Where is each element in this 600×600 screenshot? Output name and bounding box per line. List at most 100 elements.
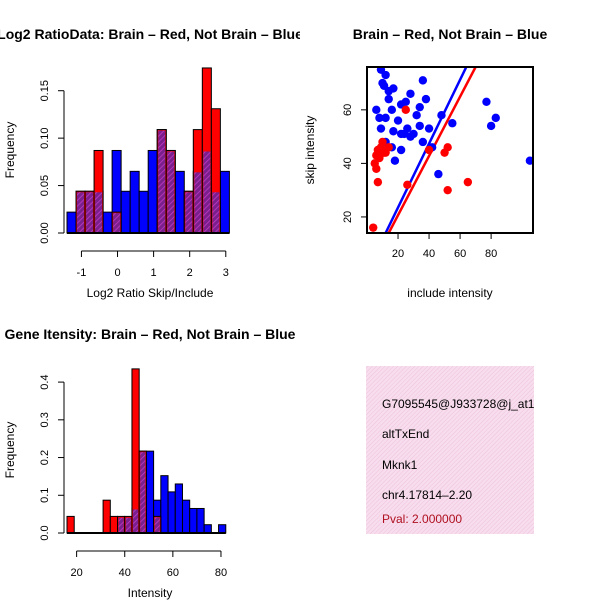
bar-overlap — [154, 517, 160, 533]
bar-not-brain — [196, 507, 205, 534]
bar-brain — [109, 515, 119, 534]
point-not-brain — [448, 119, 457, 128]
info-pvalue: Pval: 2.000000 — [382, 512, 462, 526]
bar-overlap — [113, 213, 121, 233]
point-not-brain — [437, 110, 446, 120]
y-tick-label: 0.15 — [39, 80, 51, 101]
y-tick-label: 20 — [342, 211, 354, 223]
point-not-brain — [390, 156, 400, 165]
point-not-brain — [415, 121, 424, 131]
bar-overlap — [125, 517, 131, 533]
point-not-brain — [482, 97, 491, 107]
point-not-brain — [424, 124, 434, 133]
point-not-brain — [421, 94, 431, 104]
chart-title: Log2 RatioData: Brain – Red, Not Brain –… — [0, 26, 303, 42]
bar-not-brain — [66, 211, 77, 234]
bar-overlap — [185, 192, 193, 233]
x-tick-label: 20 — [392, 248, 404, 260]
point-not-brain — [375, 113, 384, 123]
x-tick-label: 80 — [485, 248, 497, 260]
chart-title: Brain – Red, Not Brain – Blue — [353, 26, 548, 42]
point-not-brain — [486, 121, 496, 131]
bar-overlap — [86, 192, 94, 233]
point-group — [369, 67, 533, 232]
y-tick-label: 0.10 — [39, 127, 51, 148]
bar-overlap — [77, 192, 85, 233]
x-tick-label: 80 — [215, 567, 227, 579]
x-tick-label: 40 — [423, 248, 435, 260]
bar-not-brain — [181, 499, 191, 534]
axes: 20 40 60 80 0.0 0.1 0.2 0.3 0.4 — [39, 374, 227, 579]
axes: -1 0 1 2 3 0.00 0.05 0.10 0.15 — [39, 80, 229, 279]
y-axis-label: Frequency — [3, 422, 17, 479]
bar-not-brain — [120, 190, 131, 234]
info-panel: G7095545@J933728@j_at1 altTxEnd Mknk1 ch… — [366, 366, 535, 534]
point-brain — [375, 153, 384, 163]
panel-intensity-histogram: Gene Itensity: Brain – Red, Not Brain – … — [3, 326, 296, 600]
info-event-type: altTxEnd — [382, 427, 429, 441]
point-brain — [401, 105, 410, 115]
point-not-brain — [418, 76, 428, 85]
point-not-brain — [403, 124, 412, 133]
point-not-brain — [381, 70, 390, 80]
point-not-brain — [415, 102, 424, 112]
y-tick-label: 0.05 — [39, 175, 51, 196]
y-tick-label: 40 — [342, 157, 354, 169]
info-location: chr4.17814–2.20 — [382, 488, 472, 502]
y-tick-label: 0.3 — [39, 412, 51, 427]
x-tick-label: 60 — [454, 248, 466, 260]
point-brain — [463, 177, 473, 187]
point-not-brain — [406, 89, 415, 98]
x-axis-label: include intensity — [407, 286, 492, 300]
bar-not-brain — [147, 149, 158, 234]
x-axis-label: Intensity — [128, 586, 173, 600]
panel-ratio-histogram: Log2 RatioData: Brain – Red, Not Brain –… — [0, 26, 303, 300]
point-not-brain — [418, 137, 428, 147]
info-event-id: G7095545@J933728@j_at1 — [382, 397, 535, 411]
bar-group — [66, 368, 227, 534]
x-tick-label: 1 — [151, 267, 157, 279]
bar-overlap — [118, 517, 124, 533]
point-brain — [403, 180, 412, 190]
bar-not-brain — [129, 170, 140, 234]
point-brain — [384, 143, 393, 152]
info-background — [366, 366, 534, 534]
bar-brain — [131, 368, 140, 534]
point-not-brain — [384, 94, 393, 104]
x-tick-label: 0 — [114, 267, 120, 279]
point-not-brain — [389, 127, 398, 136]
point-not-brain — [376, 124, 386, 133]
chart-title: Gene Itensity: Brain – Red, Not Brain – … — [5, 326, 296, 342]
x-tick-label: 3 — [223, 267, 229, 279]
x-tick-label: 2 — [187, 267, 193, 279]
bar-not-brain — [174, 483, 183, 534]
y-axis-label: skip intensity — [303, 116, 317, 185]
y-tick-label: 0.0 — [39, 525, 51, 540]
point-brain — [378, 137, 387, 147]
bar-overlap — [158, 130, 166, 233]
y-tick-label: 0.00 — [39, 222, 51, 243]
bar-not-brain — [138, 190, 149, 234]
point-not-brain — [393, 116, 403, 125]
point-not-brain — [389, 84, 398, 93]
bar-not-brain — [102, 211, 113, 234]
point-not-brain — [396, 145, 406, 155]
y-axis-label: Frequency — [3, 122, 17, 179]
x-tick-label: 40 — [119, 567, 131, 579]
bar-not-brain — [218, 524, 227, 534]
point-not-brain — [491, 113, 500, 123]
bar-not-brain — [189, 507, 198, 534]
point-not-brain — [401, 97, 410, 107]
y-tick-label: 0.4 — [39, 374, 51, 389]
bar-overlap — [194, 172, 202, 233]
plot-frame — [366, 66, 534, 234]
x-tick-label: 20 — [70, 567, 82, 579]
point-brain — [369, 223, 378, 232]
bar-overlap — [140, 452, 146, 533]
y-tick-label: 0.2 — [39, 450, 51, 465]
x-axis-label: Log2 Ratio Skip/Include — [87, 286, 214, 300]
x-tick-label: 60 — [167, 567, 179, 579]
point-not-brain — [387, 105, 397, 115]
bar-brain — [102, 499, 111, 534]
